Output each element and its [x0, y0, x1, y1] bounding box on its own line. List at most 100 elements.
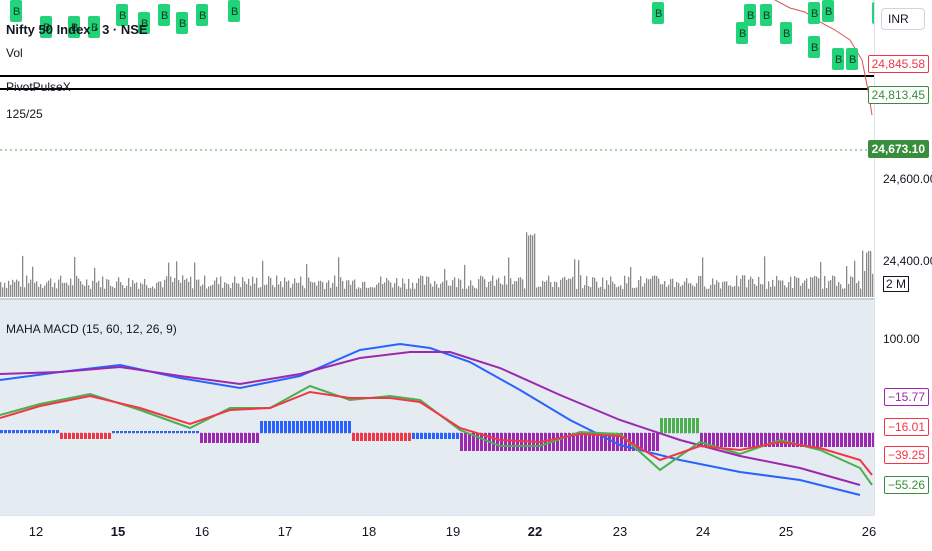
volume-bar: [596, 281, 598, 297]
volume-bar: [814, 275, 816, 297]
macd-histogram-bar: [652, 433, 655, 451]
buy-signal-marker: [196, 4, 208, 26]
symbol-title[interactable]: Nifty 50 Index · 3 · NSE: [6, 22, 148, 37]
volume-bar: [674, 287, 676, 297]
volume-bar: [644, 283, 646, 297]
volume-bar: [238, 283, 240, 297]
volume-bar: [398, 286, 400, 297]
buy-signal-letter: B: [835, 54, 842, 66]
price-chart-canvas[interactable]: BBBBBBBBBBBBBBBBBBBBB: [0, 0, 884, 298]
main-chart-pane[interactable]: BBBBBBBBBBBBBBBBBBBBB Nifty 50 Index · 3…: [0, 0, 884, 298]
volume-bar: [492, 275, 494, 297]
buy-signal-letter: B: [161, 10, 168, 22]
volume-bar: [28, 283, 30, 297]
macd-histogram-bar: [508, 433, 511, 451]
volume-bar: [696, 283, 698, 297]
volume-bar: [802, 283, 804, 297]
macd-chart-canvas[interactable]: [0, 300, 875, 515]
volume-bar: [310, 281, 312, 297]
volume-bar: [840, 284, 842, 297]
macd-histogram-bar: [620, 433, 623, 451]
price-tick-24400: 24,400.00: [883, 254, 932, 268]
currency-button[interactable]: INR: [881, 8, 925, 30]
macd-histogram-bar: [336, 421, 339, 433]
macd-histogram-bar: [84, 433, 87, 439]
volume-bar: [638, 280, 640, 297]
volume-bar: [316, 285, 318, 297]
volume-bar: [756, 285, 758, 297]
volume-bar: [822, 288, 824, 297]
volume-bar: [718, 282, 720, 297]
volume-bar: [640, 276, 642, 297]
macd-histogram-bar: [568, 433, 571, 451]
volume-bar: [326, 282, 328, 297]
volume-bar: [650, 278, 652, 297]
macd-histogram-bar: [584, 433, 587, 451]
macd-histogram-bar: [788, 433, 791, 447]
macd-histogram-bar: [168, 431, 171, 433]
indicator-legend[interactable]: PivotPulseX: [6, 80, 71, 94]
volume-bar: [770, 286, 772, 297]
buy-signal-marker: [88, 16, 100, 38]
macd-histogram-bar: [232, 433, 235, 443]
macd-histogram-bar: [600, 433, 603, 451]
macd-histogram-bar: [112, 431, 115, 433]
volume-bar: [248, 278, 250, 297]
volume-bar: [636, 287, 638, 297]
volume-bar: [760, 284, 762, 297]
macd-histogram-bar: [388, 433, 391, 441]
macd-histogram-bar: [320, 421, 323, 433]
volume-bar: [156, 282, 158, 297]
macd-histogram-bar: [148, 431, 151, 433]
volume-bar: [806, 278, 808, 297]
volume-bar: [716, 280, 718, 297]
volume-bar: [388, 280, 390, 297]
price-scale[interactable]: INR 24,845.58 24,813.45 24,673.10 24,600…: [867, 0, 932, 515]
macd-histogram-bar: [444, 433, 447, 439]
volume-bar: [200, 286, 202, 297]
volume-bar: [608, 284, 610, 297]
volume-bar: [80, 281, 82, 297]
buy-signal-marker: [40, 16, 52, 38]
macd-title[interactable]: MAHA MACD (15, 60, 12, 26, 9): [6, 322, 177, 336]
macd-histogram-bar: [736, 433, 739, 447]
macd-histogram-bar: [412, 433, 415, 439]
macd-histogram-bar: [340, 421, 343, 433]
pane-separator[interactable]: [0, 298, 932, 300]
macd-histogram-bar: [76, 433, 79, 439]
volume-bar: [578, 260, 580, 297]
volume-bar: [818, 278, 820, 297]
macd-histogram-bar: [332, 421, 335, 433]
volume-bar: [794, 276, 796, 297]
volume-bar: [764, 256, 766, 297]
macd-histogram-bar: [772, 433, 775, 447]
macd-histogram-bar: [516, 433, 519, 451]
time-label: 12: [28, 524, 44, 539]
macd-histogram-bar: [140, 431, 143, 433]
volume-bar: [298, 282, 300, 297]
volume-bar: [520, 277, 522, 297]
time-label: 19: [445, 524, 461, 539]
buy-markers: BBBBBBBBBBBBBBBBBBBBB: [10, 0, 884, 70]
volume-bar: [534, 233, 536, 297]
macd-histogram-bar: [800, 433, 803, 447]
macd-histogram-bar: [172, 431, 175, 433]
volume-bar: [832, 275, 834, 297]
macd-histogram-bar: [672, 418, 675, 433]
volume-bar: [412, 282, 414, 297]
macd-blue-line: [0, 342, 861, 496]
macd-histogram-bar: [408, 433, 411, 441]
volume-bar: [460, 279, 462, 297]
volume-bar: [280, 281, 282, 297]
price-tick-24600: 24,600.00: [883, 172, 932, 186]
macd-histogram-bar: [484, 433, 487, 451]
macd-histogram-bar: [852, 433, 855, 447]
volume-bar: [294, 278, 296, 297]
macd-histogram-bar: [864, 433, 867, 447]
volume-bar: [568, 278, 570, 297]
macd-pane[interactable]: MAHA MACD (15, 60, 12, 26, 9): [0, 300, 875, 515]
volume-legend[interactable]: Vol: [6, 46, 23, 60]
time-axis[interactable]: 12 15 16 17 18 19 22 23 24 25 26: [0, 515, 876, 551]
macd-label-green: −55.26: [883, 476, 929, 494]
volume-bar: [796, 277, 798, 297]
